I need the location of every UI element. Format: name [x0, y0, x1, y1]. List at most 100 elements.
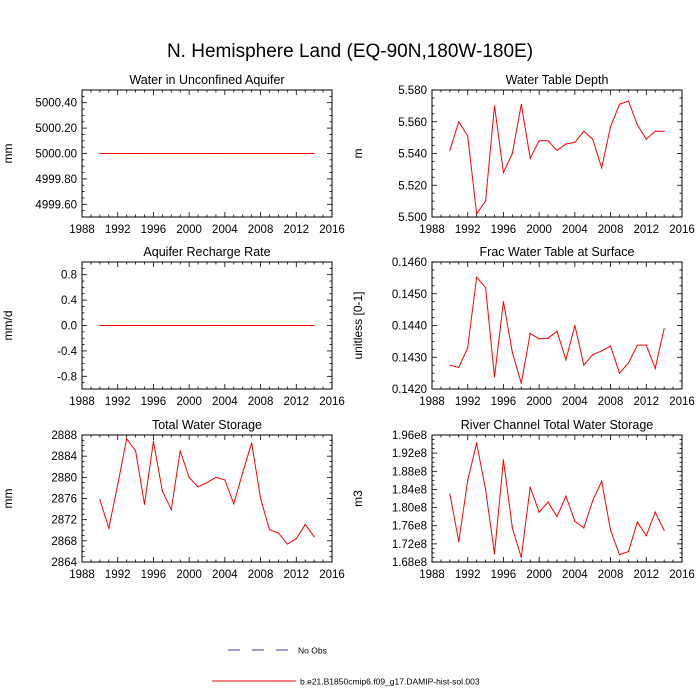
panel-1-ytick-label: 5000.00 — [35, 149, 77, 161]
panel-2-point — [627, 100, 630, 102]
panel-2-xtick-label: 2012 — [633, 224, 659, 236]
panel-2-point — [529, 157, 531, 159]
panel-4-point — [529, 332, 531, 335]
panel-4-point — [538, 338, 540, 340]
panel-2-point — [565, 143, 567, 145]
panel-1-point — [170, 152, 172, 155]
panel-2-point — [556, 149, 558, 151]
panel-3-point — [99, 324, 101, 327]
panel-1-point — [143, 152, 146, 155]
panel-3-point — [117, 324, 119, 327]
panel-2-xtick-label: 2000 — [526, 224, 552, 236]
panel-4-xtick-label: 2008 — [598, 396, 624, 408]
panel-3-point — [215, 324, 217, 327]
panel-6-frame — [431, 434, 683, 563]
panel-2-point — [609, 125, 612, 128]
panel-6-point — [583, 527, 585, 529]
panel-1-title: Water in Unconfined Aquifer — [129, 73, 284, 87]
panel-3-point — [295, 324, 297, 327]
panel-1-point — [117, 152, 119, 155]
panel-5-ytick-label: 2864 — [51, 557, 77, 569]
panel-4-ytick-label: 0.1450 — [392, 289, 427, 301]
panel-3-title: Aquifer Recharge Rate — [143, 245, 270, 259]
panel-6-xtick-label: 2016 — [669, 569, 695, 581]
panel-6-point — [556, 516, 558, 518]
panel-4-point — [467, 347, 469, 349]
panel-2-point — [636, 124, 638, 126]
legend-label-no-obs: No Obs — [298, 646, 327, 656]
panel-3-point — [206, 324, 208, 327]
panel-1-xtick-label: 1988 — [69, 224, 95, 236]
panel-1-point — [126, 152, 128, 155]
panel-6-point — [592, 500, 594, 502]
panel-4-point — [493, 376, 496, 378]
panel-4-point — [601, 350, 603, 352]
panel-6-xtick-label: 2008 — [598, 569, 624, 581]
panel-2-point — [520, 103, 522, 105]
panel-2-xtick-label: 1996 — [491, 224, 517, 236]
panel-3-point — [286, 324, 288, 327]
panel-3-point — [197, 324, 199, 327]
panel-5-ytick-label: 2880 — [51, 472, 77, 484]
panel-5-point — [126, 438, 128, 440]
panel-3-point — [152, 324, 155, 327]
panel-5-point — [206, 482, 208, 484]
panel-5-point — [295, 538, 297, 540]
panel-6-point — [449, 493, 451, 495]
panel-2-ylabel: m — [351, 149, 365, 159]
panel-6-ytick-label: 1.76e8 — [392, 521, 427, 533]
panel-6-point — [493, 553, 496, 555]
panel-5-ytick-label: 2876 — [51, 494, 77, 506]
panel-2-point — [449, 149, 451, 151]
panel-2-point — [538, 140, 540, 142]
panel-5-point — [108, 527, 110, 529]
panel-4-point — [556, 330, 558, 332]
panel-1-point — [215, 152, 217, 155]
panel-5-xtick-label: 1992 — [105, 569, 131, 581]
panel-6-point — [529, 486, 531, 488]
panel-1-point — [197, 152, 199, 155]
panel-4: Frac Water Table at Surface unitless [0-1… — [351, 245, 695, 408]
panel-5-point — [152, 440, 155, 442]
legend-label-model: b.e21.B1850cmip6.f09_g17.DAMIP-hist-sol.… — [300, 677, 480, 687]
panel-1-point — [286, 152, 288, 155]
panel-3-xtick-label: 2008 — [248, 396, 274, 408]
panel-4-xtick-label: 1996 — [491, 396, 517, 408]
panel-2-series-line — [449, 100, 665, 216]
panel-4-point — [520, 382, 522, 384]
panel-5-point — [99, 498, 101, 501]
panel-2: Water Table Depth m 1988 1992 1996 2000 2004 20… — [351, 73, 695, 236]
panel-5-point — [304, 523, 306, 526]
panel-4-xtick-label: 1992 — [455, 396, 481, 408]
panel-5-point — [224, 479, 226, 481]
panel-4-ytick-label: 0.1420 — [392, 384, 427, 396]
panel-6-point — [618, 554, 621, 556]
panel-5-xtick-label: 2016 — [319, 569, 345, 581]
panel-1-point — [99, 152, 101, 155]
panel-3-point — [126, 324, 128, 327]
panel-5-xtick-label: 2000 — [176, 569, 202, 581]
panel-3-point — [242, 324, 244, 327]
panel-5-xtick-label: 2004 — [212, 569, 238, 581]
panel-1-point — [179, 152, 181, 155]
panel-2-ytick-label: 5.500 — [398, 212, 427, 224]
panel-4-point — [574, 324, 576, 327]
panel-3-point — [188, 324, 190, 327]
panel-5-point — [233, 503, 235, 505]
panel-2-ytick-label: 5.560 — [398, 117, 427, 129]
panel-1-point — [224, 152, 226, 155]
panel-4-xtick-label: 2016 — [669, 396, 695, 408]
panel-3-point — [161, 324, 163, 327]
panel-3-xtick-label: 2012 — [283, 396, 309, 408]
panel-4-point — [458, 366, 460, 369]
panel-3-ytick-label: 0.4 — [61, 295, 78, 307]
panel-1-point — [233, 152, 235, 155]
panel-3-point — [233, 324, 235, 327]
panel-1-point — [134, 152, 137, 155]
panel-6-point — [663, 529, 665, 531]
panel-2-ytick-label: 5.520 — [398, 180, 427, 192]
panel-3-xtick-label: 1996 — [141, 396, 167, 408]
panel-2-point — [467, 135, 469, 137]
panel-6-ytick-label: 1.84e8 — [392, 484, 427, 496]
panel-6-point — [574, 520, 576, 522]
